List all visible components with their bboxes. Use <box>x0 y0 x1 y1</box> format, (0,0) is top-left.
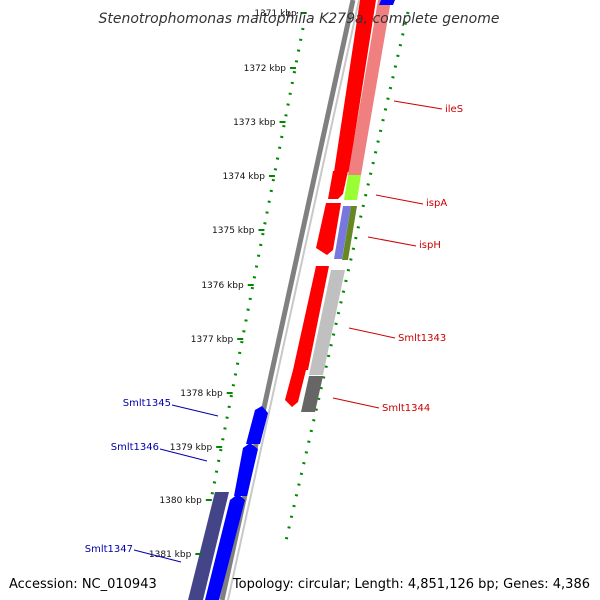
forward-gene-ispH <box>316 203 341 255</box>
feature-Smlt1344 <box>301 376 323 412</box>
tick-label: 1371 kbp <box>254 9 297 19</box>
gene-leader-line <box>375 194 424 205</box>
reverse-gene-Smlt1346 <box>234 443 258 496</box>
gene-leader-line <box>393 100 443 110</box>
gene-leader-line <box>332 397 380 409</box>
tick-label: 1373 kbp <box>233 118 276 128</box>
tick-label: 1378 kbp <box>180 389 223 399</box>
gene-leader-line <box>348 327 396 339</box>
feature-Smlt1343 <box>309 270 345 375</box>
tick-label: 1377 kbp <box>191 335 234 345</box>
gene-label-Smlt1346: Smlt1346 <box>111 442 159 453</box>
feature-ileS <box>348 0 391 175</box>
gene-label-Smlt1345: Smlt1345 <box>123 398 171 409</box>
tick-label: 1381 kbp <box>149 550 192 560</box>
gene-label-Smlt1343: Smlt1343 <box>398 333 446 344</box>
tick-label: 1372 kbp <box>244 64 287 74</box>
tick-label: 1375 kbp <box>212 226 255 236</box>
gene-label-Smlt1347: Smlt1347 <box>85 544 133 555</box>
genome-summary-text: Topology: circular; Length: 4,851,126 bp… <box>232 577 590 592</box>
feature-ispH-a <box>334 206 351 259</box>
backbone-line-light <box>227 0 360 600</box>
feature-ispA <box>344 175 361 200</box>
tick-label: 1374 kbp <box>223 172 266 182</box>
gene-label-ispA: ispA <box>426 198 447 209</box>
tick-label: 1376 kbp <box>201 281 244 291</box>
reverse-gene-Smlt1347 <box>205 494 245 600</box>
gene-leader-line <box>171 404 219 417</box>
gene-leader-line <box>367 236 417 247</box>
feature-ispH-b <box>342 206 357 260</box>
ruler-outer-dotted <box>210 27 305 496</box>
gene-label-ispH: ispH <box>419 240 441 251</box>
gene-label-Smlt1344: Smlt1344 <box>382 403 430 414</box>
gene-label-ileS: ileS <box>445 104 463 115</box>
feature-top-blue <box>379 0 395 5</box>
gene-leader-line <box>159 448 208 462</box>
accession-text: Accession: NC_010943 <box>9 577 157 592</box>
gene-leader-line <box>133 549 182 563</box>
forward-gene-Smlt1344 <box>285 370 306 407</box>
tick-label: 1379 kbp <box>170 443 213 453</box>
reverse-feature-Smlt1347 <box>188 492 229 600</box>
tick-label: 1380 kbp <box>159 496 202 506</box>
reverse-gene-Smlt1345 <box>246 406 268 444</box>
forward-gene-ileS <box>334 0 376 172</box>
map-title: Stenotrophomonas maltophilia K279a, comp… <box>99 11 500 27</box>
forward-gene-Smlt1343 <box>293 266 329 370</box>
forward-gene-ispA <box>328 171 348 199</box>
